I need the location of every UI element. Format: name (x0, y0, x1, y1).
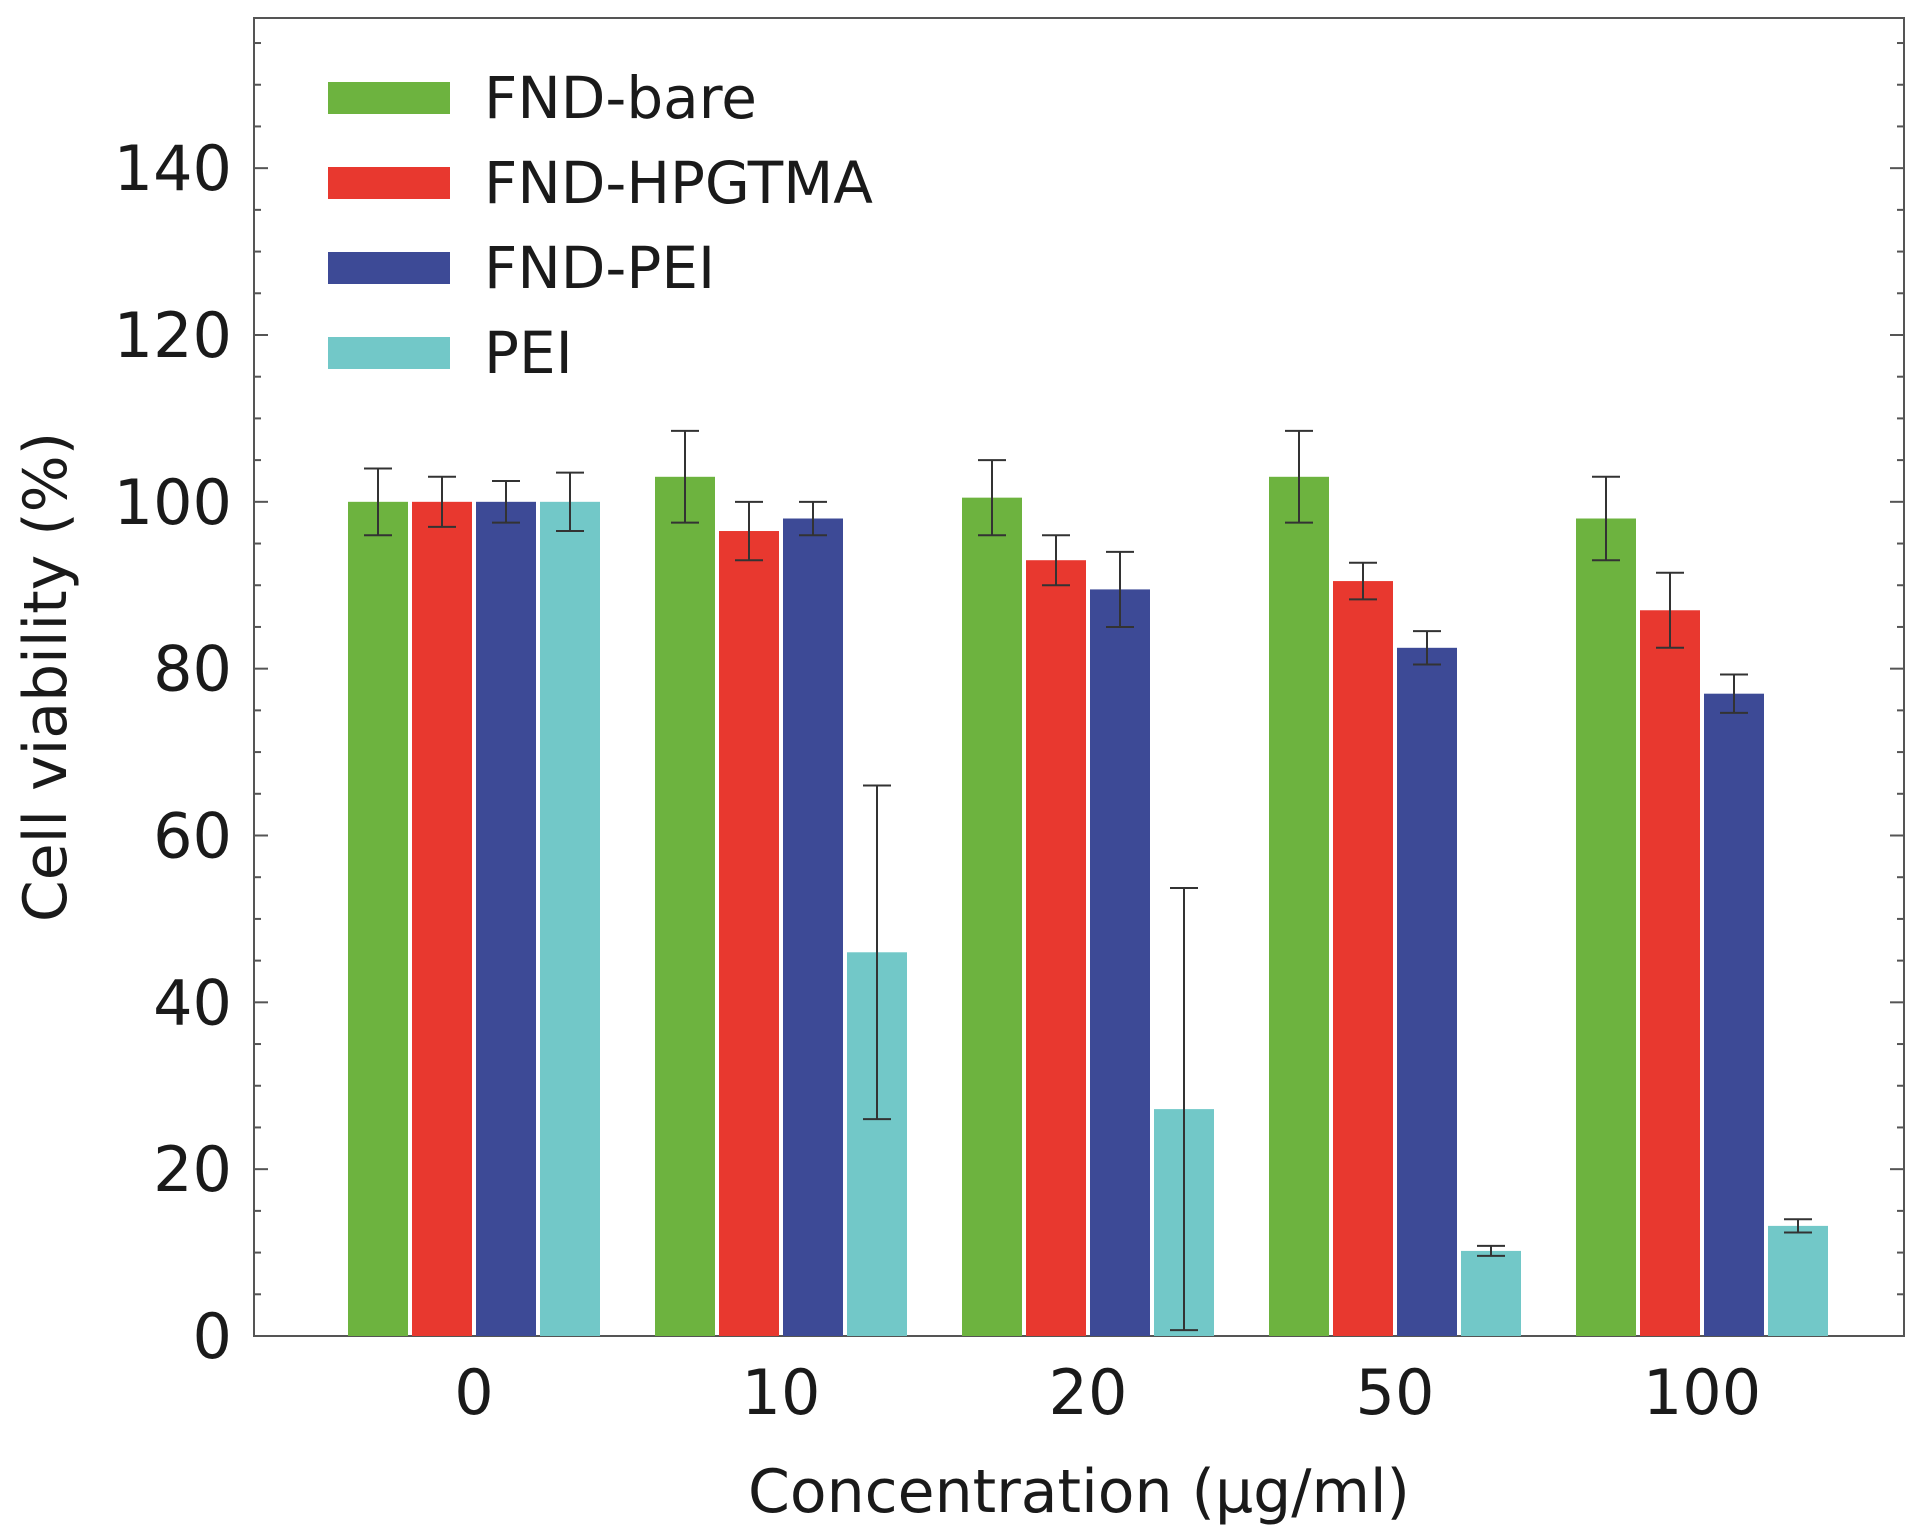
y-tick-label: 0 (193, 1300, 232, 1373)
legend-label: FND-PEI (484, 234, 715, 302)
bar (655, 476, 715, 1336)
y-tick-label: 100 (114, 466, 232, 539)
y-axis-title: Cell viability (%) (11, 432, 81, 922)
y-tick-label: 140 (114, 132, 232, 205)
x-axis-title: Concentration (µg/ml) (748, 1457, 1410, 1527)
error-bars (364, 429, 1812, 1332)
bar (540, 501, 600, 1337)
x-tick-label: 20 (1049, 1356, 1128, 1429)
x-tick-label: 10 (742, 1356, 821, 1429)
bar (1704, 693, 1764, 1336)
legend-label: FND-HPGTMA (484, 149, 873, 217)
legend-swatch (328, 82, 450, 114)
bars (348, 476, 1828, 1337)
y-tick-label: 120 (114, 299, 232, 372)
bar (1269, 476, 1329, 1336)
x-tick-label: 50 (1356, 1356, 1435, 1429)
bar (1397, 647, 1457, 1336)
y-tick-label: 20 (153, 1133, 232, 1206)
bar (1640, 610, 1700, 1336)
bar (962, 497, 1022, 1337)
bar (1461, 1250, 1521, 1336)
bar (1768, 1225, 1828, 1336)
bar (476, 501, 536, 1337)
legend-label: PEI (484, 319, 573, 387)
legend-swatch (328, 167, 450, 199)
x-tick-label: 100 (1643, 1356, 1761, 1429)
y-tick-label: 80 (153, 633, 232, 706)
bar (1026, 560, 1086, 1336)
legend: FND-bare FND-HPGTMA FND-PEI PEI (328, 64, 873, 387)
legend-label: FND-bare (484, 64, 757, 132)
y-tick-labels: 0 20 40 60 80 100 120 140 (114, 132, 232, 1373)
x-tick-label: 0 (454, 1356, 493, 1429)
bar (719, 531, 779, 1336)
bar (412, 501, 472, 1337)
bar (1576, 518, 1636, 1336)
bar (1333, 581, 1393, 1336)
legend-swatch (328, 337, 450, 369)
bar (783, 518, 843, 1336)
y-tick-label: 60 (153, 799, 232, 872)
legend-swatch (328, 252, 450, 284)
bar (1090, 589, 1150, 1336)
axis-ticks (254, 42, 1904, 1337)
x-tick-labels: 0 10 20 50 100 (454, 1356, 1761, 1429)
bar (348, 501, 408, 1337)
y-tick-label: 40 (153, 966, 232, 1039)
